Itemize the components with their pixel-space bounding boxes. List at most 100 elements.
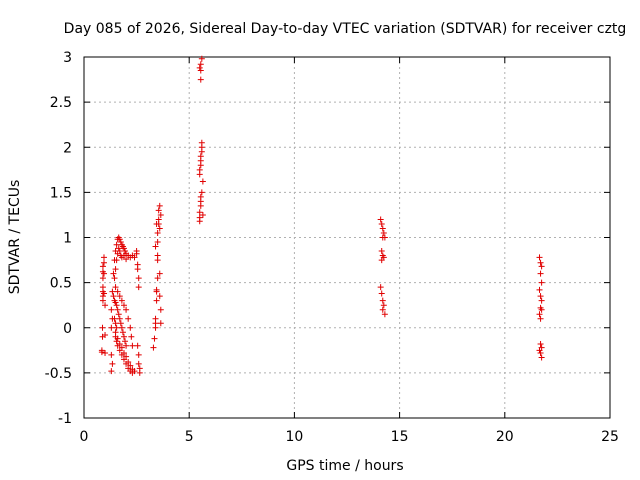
data-point <box>378 248 385 255</box>
x-tick-label: 20 <box>496 429 514 445</box>
axis-ticks <box>83 56 611 419</box>
data-point <box>120 333 127 340</box>
data-point <box>113 338 120 345</box>
data-point <box>196 64 203 71</box>
data-point <box>99 324 106 331</box>
data-point <box>120 350 127 357</box>
gridlines <box>84 57 610 418</box>
data-point <box>131 254 138 261</box>
data-point <box>108 306 115 313</box>
data-point <box>156 270 163 277</box>
data-point <box>381 311 388 318</box>
data-point <box>537 340 544 347</box>
data-point <box>380 229 387 236</box>
data-point <box>111 275 118 282</box>
data-point <box>152 243 159 250</box>
data-point <box>134 266 141 273</box>
data-point <box>99 275 106 282</box>
data-point <box>120 302 127 309</box>
data-point <box>129 342 136 349</box>
data-point <box>153 297 160 304</box>
data-point <box>536 286 543 293</box>
data-point <box>98 347 105 354</box>
data-point <box>379 306 386 313</box>
data-point <box>153 220 160 227</box>
y-tick-label: 1 <box>63 231 72 247</box>
data-point <box>108 324 115 331</box>
data-point <box>151 335 158 342</box>
data-point <box>377 216 384 223</box>
data-point <box>537 350 544 357</box>
data-point <box>196 209 203 216</box>
y-tick-label: 0 <box>63 321 72 337</box>
x-tick-label: 0 <box>80 429 89 445</box>
data-point <box>122 248 129 255</box>
data-point <box>114 306 121 313</box>
data-point <box>112 299 119 306</box>
data-point <box>109 360 116 367</box>
data-point <box>157 320 164 327</box>
data-point <box>197 67 204 74</box>
data-point <box>197 153 204 160</box>
data-point <box>122 338 129 345</box>
y-tick-label: -0.5 <box>45 366 72 382</box>
data-point <box>154 252 161 259</box>
data-point <box>538 297 545 304</box>
data-point <box>113 324 120 331</box>
data-point <box>378 257 385 264</box>
data-point <box>199 178 206 185</box>
data-point <box>199 211 206 218</box>
data-point <box>100 290 107 297</box>
data-point <box>120 245 127 252</box>
data-point <box>157 211 164 218</box>
data-points <box>98 55 545 376</box>
data-point <box>110 293 117 300</box>
data-point <box>115 245 122 252</box>
data-point <box>116 248 123 255</box>
data-point <box>112 320 119 327</box>
data-point <box>112 329 119 336</box>
data-point <box>135 351 142 358</box>
chart-title: Day 085 of 2026, Sidereal Day-to-day VTE… <box>64 21 627 37</box>
data-point <box>155 207 162 214</box>
data-point <box>100 270 107 277</box>
data-point <box>536 347 543 354</box>
y-tick-label: 1.5 <box>50 185 72 201</box>
data-point <box>197 61 204 68</box>
data-point <box>196 214 203 221</box>
data-point <box>118 344 125 351</box>
data-point <box>154 239 161 246</box>
data-point <box>135 275 142 282</box>
data-point <box>112 284 119 291</box>
data-point <box>112 266 119 273</box>
data-point <box>109 288 116 295</box>
y-tick-label: 2 <box>63 140 72 156</box>
data-point <box>116 293 123 300</box>
data-point <box>196 166 203 173</box>
data-point <box>135 360 142 367</box>
tick-labels: 0 5 10 15 20 25 -1 -0.5 0 0.5 1 1.5 2 2.5 3 <box>45 50 619 445</box>
data-point <box>115 311 122 318</box>
x-tick-label: 10 <box>285 429 303 445</box>
data-point <box>156 202 163 209</box>
data-point <box>120 252 127 259</box>
data-point <box>113 241 120 248</box>
data-point <box>153 286 160 293</box>
data-point <box>118 297 125 304</box>
data-point <box>114 335 121 342</box>
data-point <box>100 254 107 261</box>
data-point <box>102 331 109 338</box>
y-tick-label: -1 <box>58 411 72 427</box>
data-point <box>118 324 125 331</box>
data-point <box>133 250 140 257</box>
data-point <box>377 284 384 291</box>
data-point <box>198 55 205 62</box>
data-point <box>537 259 544 266</box>
plot-frame <box>83 56 611 419</box>
data-point <box>536 311 543 318</box>
data-point <box>150 344 157 351</box>
data-point <box>113 302 120 309</box>
data-point <box>379 225 386 232</box>
data-point <box>537 315 544 322</box>
